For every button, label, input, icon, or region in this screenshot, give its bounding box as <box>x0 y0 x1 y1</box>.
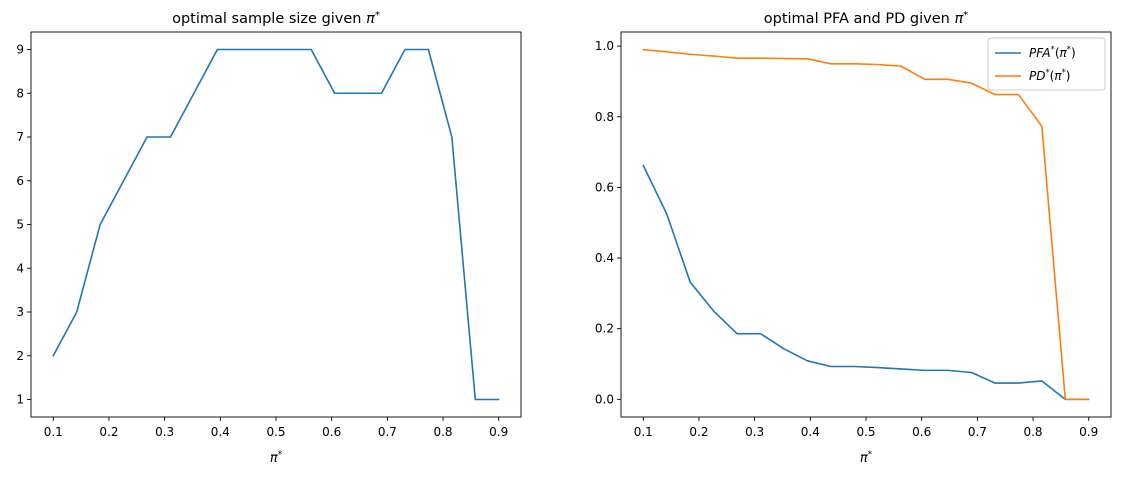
chart-title: optimal PFA and PD given π* <box>764 10 968 28</box>
y-tick-label: 1.0 <box>595 39 614 53</box>
y-tick-label: 5 <box>16 218 24 232</box>
x-tick-label: 0.2 <box>689 425 708 439</box>
x-axis-label: π* <box>270 450 283 466</box>
y-tick-label: 0.0 <box>595 392 614 406</box>
x-tick-label: 0.4 <box>211 425 230 439</box>
y-tick-label: 0.6 <box>595 180 614 194</box>
x-tick-label: 0.1 <box>44 425 63 439</box>
y-tick-label: 7 <box>16 130 24 144</box>
x-tick-label: 0.2 <box>99 425 118 439</box>
y-tick-label: 2 <box>16 349 24 363</box>
y-tick-label: 1 <box>16 393 24 407</box>
x-tick-label: 0.6 <box>912 425 931 439</box>
x-tick-label: 0.9 <box>489 425 508 439</box>
legend: PFA*(π*) PD*(π*) <box>987 37 1106 91</box>
x-tick-label: 0.4 <box>801 425 820 439</box>
plot-frame <box>30 31 522 418</box>
x-tick-label: 0.5 <box>266 425 285 439</box>
x-tick-label: 0.3 <box>155 425 174 439</box>
y-tick-label: 0.8 <box>595 110 614 124</box>
series-line-2 <box>642 48 1090 401</box>
x-tick-label: 0.9 <box>1079 425 1098 439</box>
y-tick-label: 3 <box>16 305 24 319</box>
x-tick-label: 0.6 <box>322 425 341 439</box>
y-tick-label: 0.4 <box>595 251 614 265</box>
x-tick-label: 0.3 <box>745 425 764 439</box>
y-tick-label: 4 <box>16 261 24 275</box>
x-tick-label: 0.7 <box>378 425 397 439</box>
y-tick-label: 6 <box>16 174 24 188</box>
x-tick-label: 0.1 <box>634 425 653 439</box>
legend-label-2: PD*(π*) <box>1029 67 1070 83</box>
legend-box <box>987 37 1106 91</box>
y-tick-label: 9 <box>16 43 24 57</box>
legend-label-1: PFA*(π*) <box>1029 44 1076 60</box>
x-tick-label: 0.8 <box>433 425 452 439</box>
x-axis-label: π* <box>860 450 873 466</box>
chart-title: optimal sample size given π* <box>172 10 380 28</box>
series-line-1 <box>642 164 1090 401</box>
x-tick-label: 0.7 <box>968 425 987 439</box>
y-tick-label: 0.2 <box>595 322 614 336</box>
x-tick-label: 0.8 <box>1023 425 1042 439</box>
chart-panel-1: 0.1 0.2 0.3 0.4 0.5 0.6 0.7 0.8 0.9 1 2 3 4 5 6 7 8 9 opti… <box>16 10 522 466</box>
series-line-1 <box>52 48 500 401</box>
x-tick-label: 0.5 <box>856 425 875 439</box>
y-tick-label: 8 <box>16 86 24 100</box>
chart-panel-2: 0.1 0.2 0.3 0.4 0.5 0.6 0.7 0.8 0.9 0.0 0.2 0.4 0.6 0… <box>595 10 1112 466</box>
